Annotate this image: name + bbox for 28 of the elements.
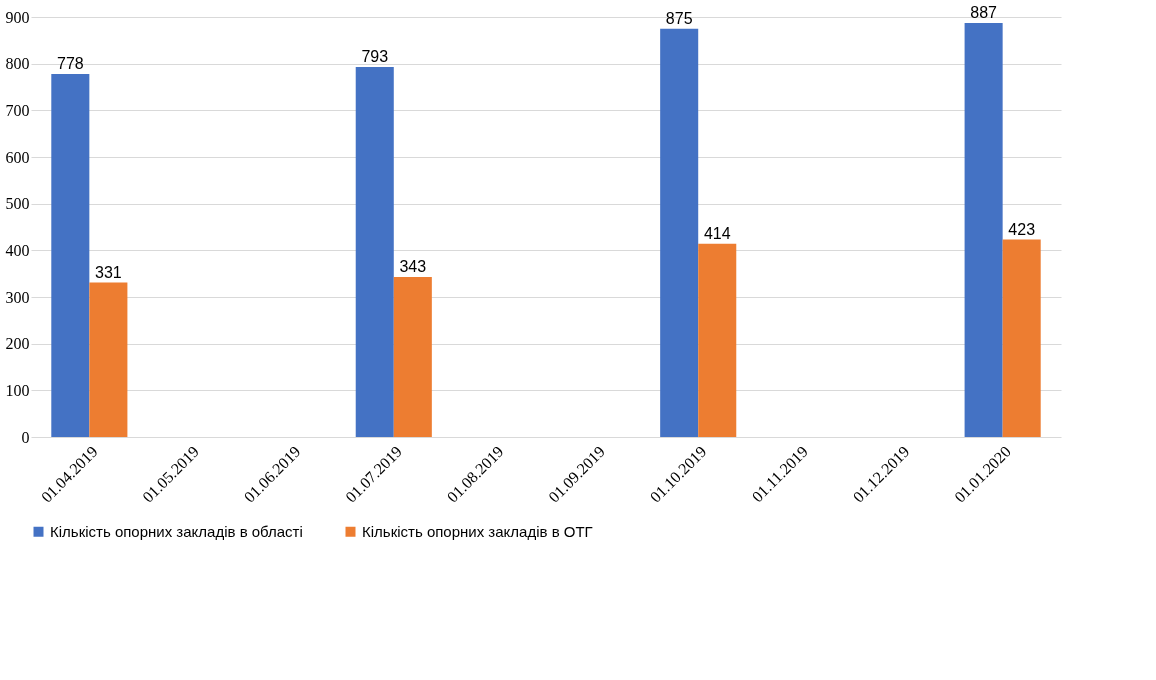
data-label: 875 — [665, 9, 693, 27]
y-tick-label: 700 — [5, 101, 30, 119]
legend-label: Кількість опорних закладів в ОТГ — [362, 522, 593, 540]
y-tick-label: 200 — [5, 335, 30, 353]
data-label: 331 — [95, 263, 122, 281]
data-label: 778 — [56, 54, 84, 72]
y-tick-label: 100 — [5, 381, 30, 399]
data-label: 793 — [361, 47, 389, 65]
y-tick-label: 800 — [5, 55, 30, 73]
y-tick-label: 500 — [5, 195, 30, 213]
bar — [698, 243, 737, 437]
data-label: 414 — [703, 224, 731, 242]
bar — [89, 282, 128, 437]
data-label: 887 — [970, 4, 998, 22]
y-tick-label: 600 — [5, 148, 30, 166]
y-tick-label: 0 — [21, 428, 30, 446]
y-tick-label: 300 — [5, 288, 30, 306]
bar — [964, 23, 1003, 437]
data-label: 343 — [399, 257, 427, 275]
y-tick-label: 900 — [5, 8, 30, 26]
bar — [1002, 239, 1041, 437]
bar — [660, 28, 699, 437]
bar — [51, 73, 90, 437]
data-label: 423 — [1008, 220, 1036, 238]
y-tick-label: 400 — [5, 241, 30, 259]
bar — [355, 66, 394, 437]
legend-label: Кількість опорних закладів в області — [50, 522, 303, 540]
bar — [393, 276, 432, 437]
